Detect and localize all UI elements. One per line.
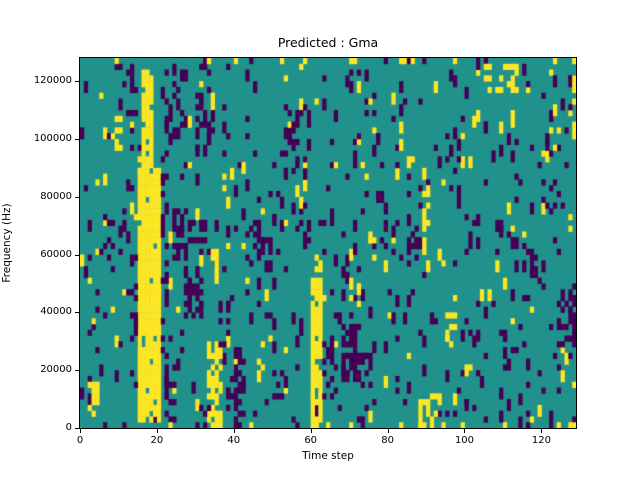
y-tick-mark: [75, 81, 79, 83]
y-tick-mark: [75, 196, 79, 198]
y-tick-label: 60000: [40, 248, 72, 260]
x-tick-label: 0: [76, 435, 84, 446]
x-tick-label: 60: [304, 435, 318, 446]
x-tick-mark: [387, 429, 389, 433]
x-tick-mark: [541, 429, 543, 433]
y-tick-mark: [75, 428, 79, 429]
x-tick-mark: [310, 429, 312, 433]
x-tick-label: 100: [454, 435, 475, 446]
y-tick-label: 0: [65, 422, 72, 433]
x-tick-label: 40: [227, 435, 241, 446]
chart-title: Predicted : Gma: [277, 35, 379, 50]
y-tick-label: 120000: [33, 75, 72, 87]
x-tick-label: 80: [381, 435, 394, 446]
x-tick-label: 20: [150, 435, 164, 446]
x-tick-label: 120: [531, 435, 551, 446]
x-tick-mark: [464, 429, 466, 433]
x-tick-mark: [233, 429, 235, 433]
y-tick-label: 20000: [40, 364, 72, 376]
y-tick-mark: [75, 138, 79, 140]
y-tick-label: 40000: [40, 306, 72, 318]
x-axis-label: Time step: [302, 450, 354, 462]
y-tick-mark: [75, 312, 79, 314]
heatmap-canvas: [80, 58, 576, 428]
y-axis-label: Frequency (Hz): [1, 203, 13, 283]
plot-area: [79, 57, 577, 429]
x-tick-mark: [156, 429, 158, 433]
y-tick-label: 100000: [33, 132, 72, 144]
x-tick-mark: [80, 429, 81, 433]
y-tick-mark: [75, 254, 79, 256]
y-tick-mark: [75, 370, 79, 372]
y-tick-label: 80000: [40, 190, 72, 202]
